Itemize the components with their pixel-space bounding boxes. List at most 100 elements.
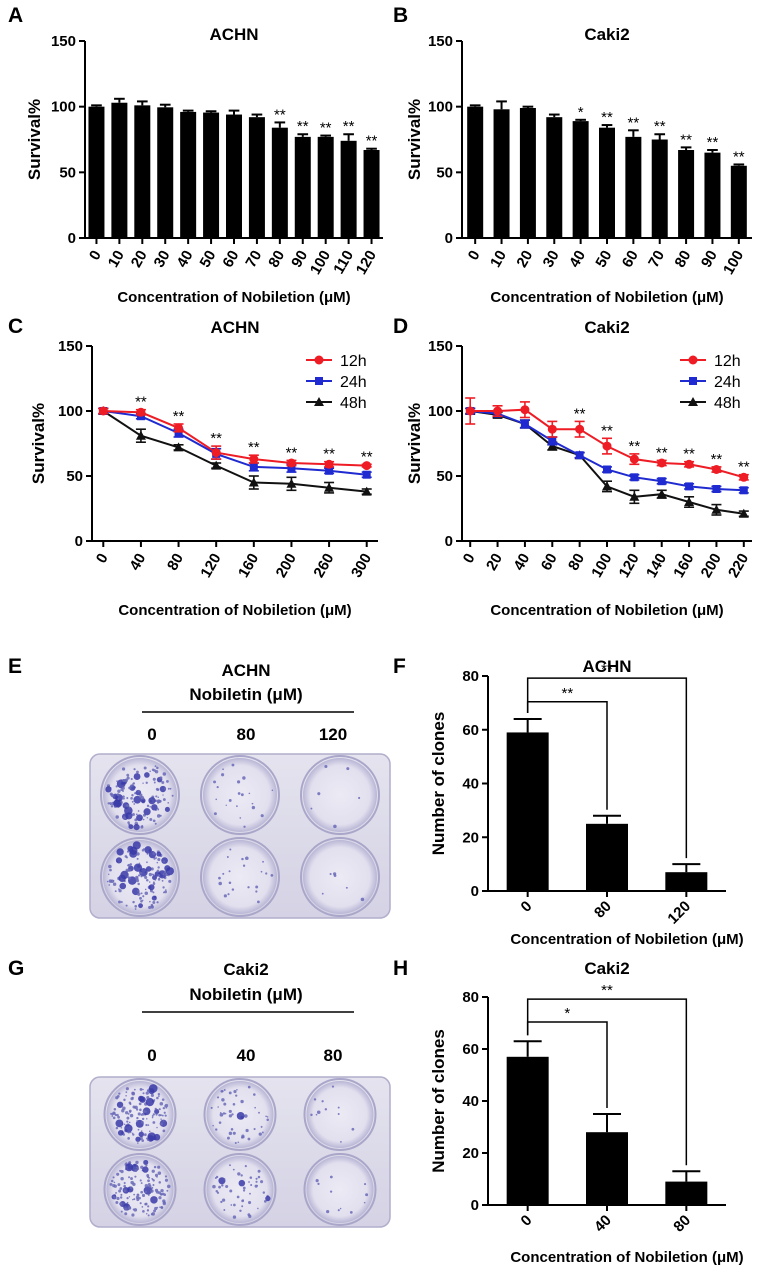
colony	[116, 1101, 124, 1108]
colony	[122, 795, 125, 798]
colony	[329, 872, 332, 876]
colony	[151, 1178, 154, 1181]
colony	[248, 792, 251, 795]
colony	[233, 1089, 237, 1094]
x-tick-label: 80	[565, 551, 588, 574]
colony	[150, 905, 154, 908]
colony	[137, 892, 141, 896]
y-tick-label: 0	[471, 1197, 479, 1214]
bar	[226, 114, 242, 238]
colony	[242, 864, 246, 867]
colony	[145, 781, 148, 784]
legend-entry: 24h	[680, 374, 741, 391]
series-12h	[465, 397, 749, 482]
colony	[123, 1123, 126, 1126]
colony	[154, 879, 156, 881]
colony	[122, 790, 124, 792]
colony	[245, 856, 249, 861]
colony	[146, 1089, 150, 1092]
colony	[146, 1209, 150, 1212]
colony	[260, 1180, 264, 1184]
x-tick-label: 0	[93, 551, 112, 567]
colony	[266, 1116, 269, 1118]
colony	[241, 1205, 244, 1208]
colony	[140, 1120, 144, 1124]
colony	[119, 1187, 123, 1190]
colony	[153, 857, 156, 860]
colony	[163, 1193, 167, 1197]
plate-well	[100, 837, 180, 917]
colony	[156, 1126, 158, 1129]
x-tick-label: 20	[513, 248, 536, 271]
data-point	[712, 485, 721, 493]
colony	[124, 1212, 128, 1216]
colony	[228, 1109, 232, 1114]
colony	[149, 900, 151, 903]
colony	[143, 1159, 149, 1165]
colony	[115, 1200, 119, 1204]
plate-well	[203, 1153, 277, 1226]
data-point	[211, 448, 221, 458]
colony	[112, 879, 115, 882]
data-point	[211, 460, 222, 470]
colony	[144, 891, 149, 895]
colony	[159, 1206, 161, 1208]
legend-label: 12h	[340, 353, 367, 370]
data-point	[249, 454, 259, 464]
colony	[143, 1133, 147, 1137]
bar	[157, 107, 174, 238]
colony	[247, 1085, 251, 1089]
colony	[337, 1209, 340, 1212]
bar	[203, 112, 220, 238]
chart-title: Caki2	[584, 318, 629, 337]
panel-letter-b: B	[393, 4, 408, 27]
colony	[160, 1188, 164, 1193]
colony	[113, 1107, 117, 1111]
colony	[125, 778, 127, 781]
series-line	[103, 410, 367, 467]
data-point	[547, 424, 557, 434]
colony	[125, 856, 128, 859]
colony	[153, 1165, 157, 1169]
colony	[133, 768, 136, 771]
colony	[122, 797, 125, 800]
colony	[150, 1196, 158, 1204]
bar	[467, 106, 484, 239]
colony	[155, 795, 158, 798]
colony	[137, 1112, 141, 1116]
bar	[519, 107, 536, 238]
colony	[122, 816, 126, 820]
colony	[159, 1122, 163, 1126]
colony	[218, 881, 222, 886]
bar	[586, 1132, 628, 1205]
colony	[114, 806, 116, 808]
series-line	[103, 410, 367, 476]
colony	[315, 1179, 319, 1183]
colony	[167, 802, 170, 804]
well-rim	[100, 755, 180, 835]
comparison-bracket	[526, 998, 688, 1166]
colony	[126, 796, 129, 800]
colony	[137, 889, 140, 892]
colony	[140, 1130, 143, 1132]
colony	[110, 803, 112, 806]
colony	[137, 1167, 140, 1171]
bar	[271, 127, 288, 238]
colony	[152, 777, 156, 781]
colony	[127, 845, 134, 852]
colony	[349, 1210, 353, 1214]
colony	[133, 795, 142, 804]
colony	[151, 804, 158, 811]
colony	[144, 846, 152, 854]
x-tick-label: 220	[725, 551, 752, 581]
x-tick-label: 120	[197, 551, 224, 581]
dose-label: 0	[147, 725, 156, 744]
significance-label: **	[733, 148, 745, 165]
colony	[161, 857, 168, 864]
colony	[240, 1174, 243, 1177]
plate-panel-g: Caki2 Nobiletin (μM) 0 40 80	[89, 960, 391, 1228]
x-tick-label: 70	[645, 248, 668, 271]
data-point	[711, 504, 722, 514]
significance-label: **	[628, 114, 640, 131]
